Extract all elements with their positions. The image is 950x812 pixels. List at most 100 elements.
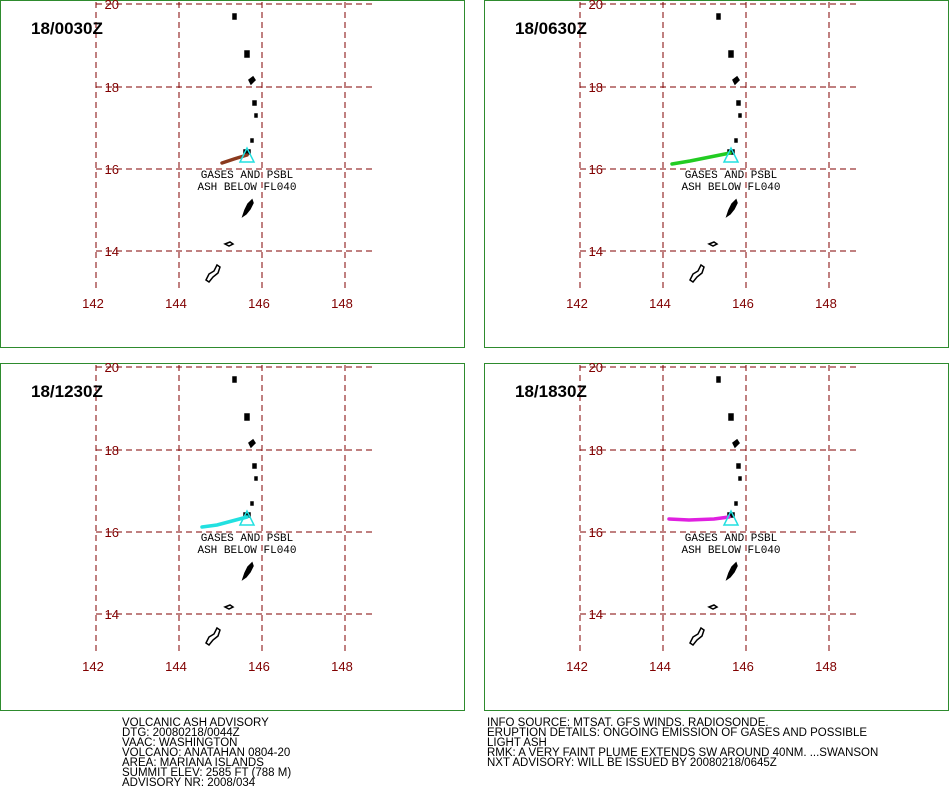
volcano-marker xyxy=(722,509,740,526)
ash-plume xyxy=(200,515,249,529)
valid-time: 18/1230Z xyxy=(31,382,103,401)
longitude-label: 144 xyxy=(649,659,671,674)
island xyxy=(738,476,742,481)
island xyxy=(205,626,221,647)
volcano-marker xyxy=(238,146,256,163)
panel-border xyxy=(484,0,949,348)
longitude-label: 148 xyxy=(331,296,353,311)
ash-annotation: GASES AND PSBL xyxy=(685,533,777,545)
island xyxy=(244,50,250,58)
latitude-label: 16 xyxy=(589,162,603,177)
volcano-marker xyxy=(238,509,256,526)
map-panel: 20 18 16 14 142 144 146 148 18/0630Z GASES AND PS… xyxy=(484,0,949,348)
longitude-label: 144 xyxy=(649,296,671,311)
latitude-label: 20 xyxy=(105,360,119,375)
island xyxy=(689,626,705,647)
panel-border xyxy=(484,363,949,711)
latitude-label: 20 xyxy=(589,0,603,12)
island xyxy=(241,198,254,218)
latitude-label: 16 xyxy=(589,525,603,540)
latitude-label: 14 xyxy=(589,244,603,259)
panel-border xyxy=(0,363,465,711)
island xyxy=(254,476,258,481)
island xyxy=(248,438,256,449)
island xyxy=(736,100,741,106)
latitude-label: 18 xyxy=(105,80,119,95)
island xyxy=(254,113,258,118)
island xyxy=(252,463,257,469)
advisory-line: VAAC: WASHINGTON xyxy=(122,737,237,749)
longitude-label: 142 xyxy=(566,659,588,674)
island xyxy=(250,501,254,506)
ash-annotation: GASES AND PSBL xyxy=(201,170,293,182)
longitude-label: 146 xyxy=(732,659,754,674)
island xyxy=(734,501,738,506)
island xyxy=(223,604,235,610)
island xyxy=(728,50,734,58)
island xyxy=(707,241,719,247)
latitude-label: 18 xyxy=(589,443,603,458)
longitude-label: 144 xyxy=(165,659,187,674)
map-panel: 20 18 16 14 142 144 146 148 18/1830Z GASES AND PS… xyxy=(484,360,949,711)
island xyxy=(725,198,738,218)
advisory-line: RMK: A VERY FAINT PLUME EXTENDS SW AROUN… xyxy=(487,747,878,759)
longitude-label: 146 xyxy=(248,659,270,674)
island xyxy=(716,13,721,20)
island xyxy=(707,604,719,610)
latitude-label: 16 xyxy=(105,162,119,177)
island xyxy=(244,413,250,421)
longitude-label: 142 xyxy=(82,659,104,674)
island xyxy=(689,263,705,284)
advisory-line: DTG: 20080218/0044Z xyxy=(122,727,240,739)
advisory-line: VOLCANIC ASH ADVISORY xyxy=(122,717,269,729)
advisory-line: LIGHT ASH xyxy=(487,737,547,749)
latitude-label: 14 xyxy=(105,244,119,259)
longitude-label: 144 xyxy=(165,296,187,311)
advisory-line: VOLCANO: ANATAHAN 0804-20 xyxy=(122,747,290,759)
island xyxy=(734,138,738,143)
longitude-label: 142 xyxy=(82,296,104,311)
advisory-line: NXT ADVISORY: WILL BE ISSUED BY 20080218… xyxy=(487,757,777,769)
valid-time: 18/1830Z xyxy=(515,382,587,401)
longitude-label: 142 xyxy=(566,296,588,311)
latitude-label: 18 xyxy=(589,80,603,95)
volcano-marker xyxy=(722,146,740,163)
island xyxy=(716,376,721,383)
island xyxy=(205,263,221,284)
longitude-label: 148 xyxy=(331,659,353,674)
latitude-label: 14 xyxy=(589,607,603,622)
advisory-line: AREA: MARIANA ISLANDS xyxy=(122,757,264,769)
ash-annotation: GASES AND PSBL xyxy=(685,170,777,182)
advisory-line: ADVISORY NR: 2008/034 xyxy=(122,777,256,789)
latitude-label: 20 xyxy=(589,360,603,375)
valid-time: 18/0630Z xyxy=(515,19,587,38)
island xyxy=(738,113,742,118)
ash-plume xyxy=(670,151,732,166)
map-panel: 20 18 16 14 142 144 146 148 18/1230Z GASES AND PS… xyxy=(0,360,465,711)
map-panel: 20 18 16 14 142 144 146 148 18/0030Z GASES AND PS… xyxy=(0,0,465,348)
advisory-line: SUMMIT ELEV: 2585 FT (788 M) xyxy=(122,767,291,779)
island xyxy=(732,438,740,449)
longitude-label: 148 xyxy=(815,296,837,311)
ash-annotation: GASES AND PSBL xyxy=(201,533,293,545)
island xyxy=(232,13,237,20)
longitude-label: 148 xyxy=(815,659,837,674)
ash-annotation: ASH BELOW FL040 xyxy=(197,182,296,194)
longitude-label: 146 xyxy=(732,296,754,311)
island xyxy=(736,463,741,469)
ash-plume xyxy=(667,515,731,522)
panel-border xyxy=(0,0,465,348)
island xyxy=(223,241,235,247)
latitude-label: 16 xyxy=(105,525,119,540)
valid-time: 18/0030Z xyxy=(31,19,103,38)
advisory-line: ERUPTION DETAILS: ONGOING EMISSION OF GA… xyxy=(487,727,867,739)
latitude-label: 18 xyxy=(105,443,119,458)
island xyxy=(728,413,734,421)
island xyxy=(725,561,738,581)
latitude-label: 14 xyxy=(105,607,119,622)
island xyxy=(250,138,254,143)
island xyxy=(232,376,237,383)
island xyxy=(241,561,254,581)
latitude-label: 20 xyxy=(105,0,119,12)
